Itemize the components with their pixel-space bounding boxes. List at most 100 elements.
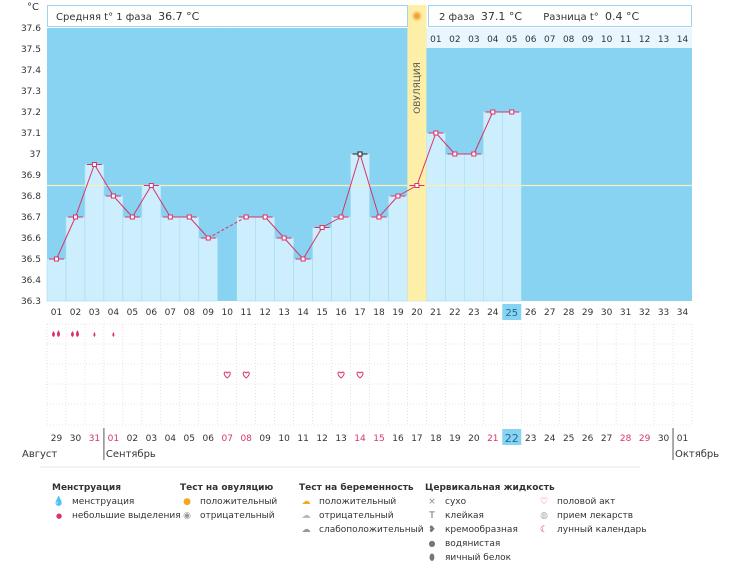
temperature-line-segment (74, 164, 95, 218)
temperature-bar (160, 216, 181, 302)
cycle-day-label: 32 (639, 308, 650, 318)
cycle-day-label: 19 (392, 308, 404, 318)
legend-item: ☾ лунный календарь (537, 523, 647, 537)
cycle-day-label: 05 (127, 308, 138, 318)
sun-positive-icon: ● (183, 497, 191, 507)
drop-double-icon (51, 331, 55, 337)
phase2-day-label: 02 (449, 35, 460, 45)
cycle-day-label: 13 (278, 308, 289, 318)
cycle-day-label: 07 (165, 308, 176, 318)
creamy-icon: ❥ (428, 525, 436, 535)
phase2-label: 2 фаза (439, 12, 475, 23)
cycle-day-label: 08 (184, 308, 196, 318)
temperature-bar (141, 185, 162, 302)
temperature-line-segment (435, 132, 456, 155)
temperature-bar (179, 216, 200, 302)
temperature-bar (388, 195, 408, 302)
legend-item: ⬮ яичный белок (425, 551, 555, 565)
cycle-day-label: 09 (203, 308, 215, 318)
temperature-line-segment (131, 185, 152, 218)
calendar-date-label: 09 (259, 434, 271, 444)
legend-item: 💧 менструация (53, 497, 135, 507)
phase2-day-label: 01 (430, 35, 441, 45)
calendar-date-label: 01 (108, 434, 119, 444)
cycle-day-label: 15 (316, 308, 327, 318)
cycle-day-label: 30 (601, 308, 613, 318)
cycle-day-label: 21 (430, 308, 441, 318)
temperature-point (490, 109, 496, 115)
calendar-date-label: 20 (468, 434, 480, 444)
cycle-day-label: 01 (51, 308, 62, 318)
heart-icon: ♡ (539, 497, 549, 507)
temperature-point (186, 214, 192, 220)
temperature-bar (369, 216, 389, 302)
temperature-bar (445, 153, 465, 302)
temperature-line-segment (302, 227, 323, 260)
phase2-day-label: 07 (544, 35, 555, 45)
temperature-line-segment (397, 185, 418, 197)
drop-double-icon (56, 330, 60, 337)
egg-icon: ⬮ (429, 553, 435, 563)
legend-item: × сухо (425, 495, 555, 509)
temperature-point (509, 109, 515, 115)
phase2-day-strip (426, 28, 692, 48)
phase1-label: Средняя t° 1 фаза (56, 12, 152, 23)
legend-pregnancy-test: Тест на беременность ☁ положительный ☁ отр… (299, 481, 424, 537)
temperature-point (395, 193, 401, 199)
legend-item: ◉ отрицательный (180, 509, 277, 523)
phase2-day-label: 08 (563, 35, 575, 45)
y-tick-label: 36.8 (21, 192, 41, 202)
calendar-date-label: 08 (240, 434, 252, 444)
cycle-day-label: 16 (335, 308, 347, 318)
temperature-point (414, 183, 420, 188)
legend-item: ● положительный (180, 495, 277, 509)
diff-label: Разница t° (543, 12, 599, 23)
legend-item: ● водянистая (425, 537, 555, 551)
ovulation-label: ОВУЛЯЦИЯ (413, 62, 423, 114)
calendar-date-label: 11 (297, 434, 308, 444)
drop-small-icon (93, 332, 96, 337)
temperature-bar (65, 216, 86, 302)
cycle-day-label: 04 (108, 308, 120, 318)
temperature-line-segment (283, 237, 304, 260)
y-unit-label: °C (27, 2, 39, 13)
phase2-day-label: 06 (525, 35, 537, 45)
cycle-day-label: 03 (89, 308, 100, 318)
legend-ovulation-title: Тест на овуляцию (180, 483, 274, 493)
legend-item: ❥ кремообразная (425, 523, 555, 537)
phase2-day-label: 10 (601, 35, 613, 45)
y-tick-label: 37.4 (21, 66, 41, 76)
cloud-weak-icon: ☁ (301, 525, 311, 535)
phase1-header: Средняя t° 1 фаза 36.7 °C (47, 5, 408, 27)
cloud-negative-icon: ☁ (301, 511, 311, 521)
temperature-line-segment (416, 132, 437, 186)
cloud-positive-icon: ☁ (301, 497, 311, 507)
cycle-day-label: 25 (505, 308, 518, 319)
ovulation-band (407, 5, 427, 301)
cycle-day-label: 27 (544, 308, 555, 318)
legend-item: ☁ слабоположительный (299, 523, 424, 537)
legend-menstruation: Менструация 💧 менструация ● небольшие выде… (52, 481, 181, 523)
cycle-day-label: 10 (221, 308, 233, 318)
temperature-line-segment (150, 185, 171, 218)
moon-icon: ☾ (539, 525, 549, 535)
cycle-day-label: 22 (449, 308, 460, 318)
temperature-line-segment (321, 216, 342, 228)
temperature-point (300, 256, 306, 262)
drop-double-icon: 💧 (53, 497, 65, 507)
temperature-bar (255, 216, 275, 302)
cycle-day-label: 11 (240, 308, 251, 318)
calendar-date-label: 31 (89, 434, 100, 444)
calendar-date-label: 30 (658, 434, 670, 444)
calendar-date-label: 14 (354, 434, 366, 444)
phase2-day-label: 04 (487, 35, 499, 45)
cycle-day-label: 28 (563, 308, 575, 318)
month-label: Сентябрь (106, 449, 156, 460)
calendar-date-label: 03 (146, 434, 157, 444)
circle-negative-icon: ◉ (183, 511, 191, 521)
calendar-date-label: 12 (316, 434, 327, 444)
y-tick-label: 37 (30, 150, 41, 160)
legend-other: ♡ половой акт ◍ прием лекарств ☾ лунный кал… (537, 495, 647, 537)
